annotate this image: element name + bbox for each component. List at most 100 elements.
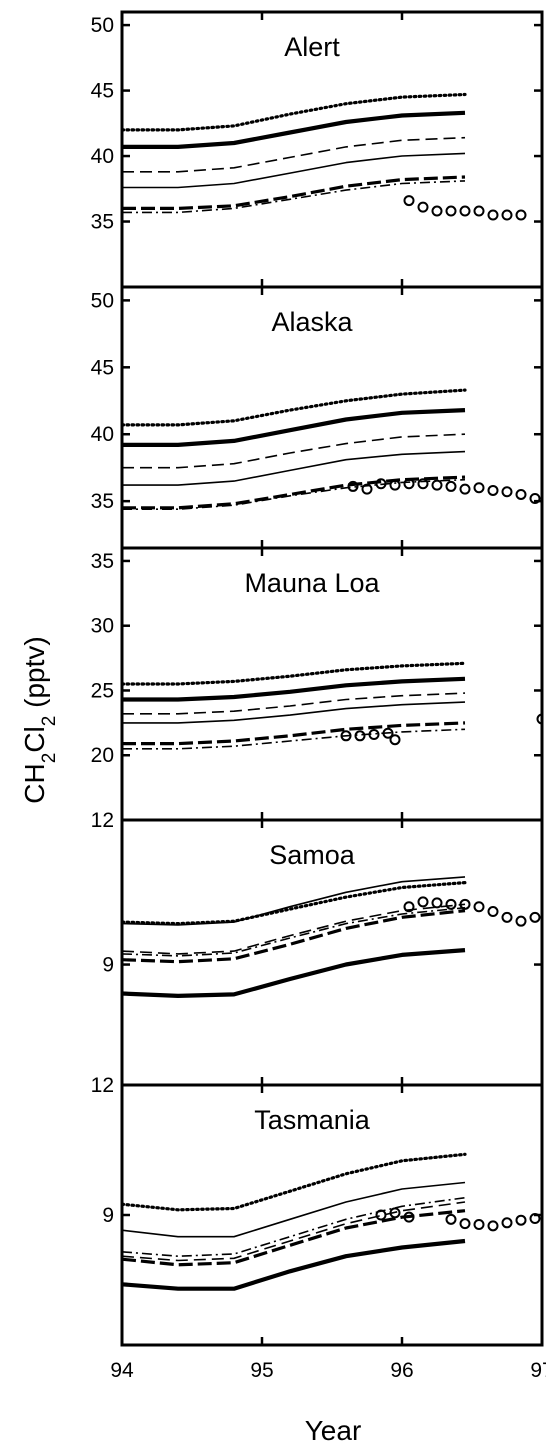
observation-point bbox=[529, 911, 541, 923]
y-tick-label: 12 bbox=[91, 809, 114, 832]
observation-point bbox=[487, 209, 499, 221]
observation-point bbox=[529, 1212, 541, 1224]
y-tick-label: 20 bbox=[91, 744, 114, 767]
series-line-dashed-bold bbox=[122, 175, 466, 210]
series-line-solid-bold bbox=[122, 676, 466, 702]
observation-point bbox=[431, 897, 443, 909]
observation-point bbox=[501, 1217, 513, 1229]
panel-alert: 35 40 45 50 Alert bbox=[91, 10, 544, 289]
observation-point bbox=[361, 483, 373, 495]
series-line-solid-bold bbox=[122, 1238, 466, 1291]
y-tick-label: 35 bbox=[91, 550, 114, 573]
series-group bbox=[122, 92, 467, 214]
panel-mauna-loa: 20 25 30 35 Mauna Loa bbox=[91, 546, 544, 822]
observation-point bbox=[487, 1220, 499, 1232]
series-line-dashed-bold bbox=[122, 1209, 466, 1267]
observation-point bbox=[445, 1213, 457, 1225]
observation-point bbox=[354, 730, 366, 742]
series-group bbox=[122, 1152, 467, 1291]
y-tick-label: 50 bbox=[91, 14, 114, 37]
observation-point bbox=[389, 734, 401, 746]
observations-group bbox=[347, 478, 541, 504]
panel-title: Alert bbox=[284, 32, 340, 62]
y-axis-title: CH2Cl2 (pptv) bbox=[19, 636, 60, 803]
observation-point bbox=[536, 713, 542, 725]
observation-point bbox=[473, 482, 485, 494]
series-line-dashdot-thin bbox=[122, 728, 466, 750]
y-tick-label: 40 bbox=[91, 145, 114, 168]
y-tick-label: 35 bbox=[91, 490, 114, 513]
observation-point bbox=[340, 730, 352, 742]
series-line-dotted-bold bbox=[122, 92, 467, 132]
observation-point bbox=[501, 209, 513, 221]
observation-point bbox=[403, 195, 415, 207]
series-group bbox=[122, 388, 467, 511]
x-tick-label: 96 bbox=[390, 1359, 413, 1382]
x-axis-title: Year bbox=[305, 1415, 362, 1446]
observation-point bbox=[347, 480, 359, 492]
y-tick-label: 25 bbox=[91, 679, 114, 702]
observation-point bbox=[529, 492, 541, 504]
observation-point bbox=[368, 729, 380, 741]
observation-point bbox=[403, 1211, 415, 1223]
series-line-dashdot-thin bbox=[122, 478, 466, 511]
observation-point bbox=[473, 901, 485, 913]
observation-point bbox=[382, 727, 394, 739]
observation-point bbox=[403, 478, 415, 490]
series-line-dashed-thin bbox=[122, 136, 466, 173]
series-line-solid-thin bbox=[122, 876, 466, 926]
series-line-dashed-thin bbox=[122, 433, 466, 469]
x-tick-label: 94 bbox=[110, 1359, 134, 1382]
series-line-dashed-thin bbox=[122, 903, 466, 955]
panel-alaska: 35 40 45 50 Alaska bbox=[91, 285, 544, 550]
series-line-dashed-bold bbox=[122, 721, 466, 746]
series-line-dashdot-thin bbox=[122, 180, 466, 214]
observation-point bbox=[459, 205, 471, 217]
y-tick-label: 12 bbox=[91, 1074, 114, 1097]
x-tick-label: 95 bbox=[250, 1359, 273, 1382]
series-line-solid-thin bbox=[122, 1181, 466, 1238]
observation-point bbox=[459, 898, 471, 910]
series-line-dotted-bold bbox=[122, 388, 467, 427]
series-line-dotted-bold bbox=[122, 661, 467, 686]
observations-group bbox=[375, 1207, 541, 1232]
series-line-dotted-bold bbox=[122, 880, 467, 926]
series-line-dashed-thin bbox=[122, 1201, 466, 1262]
observation-point bbox=[515, 915, 527, 927]
y-tick-label: 40 bbox=[91, 423, 114, 446]
observation-point bbox=[403, 901, 415, 913]
observations-group bbox=[403, 896, 541, 927]
observation-point bbox=[445, 898, 457, 910]
observation-point bbox=[515, 1214, 527, 1226]
series-line-dashdot-thin bbox=[122, 906, 466, 957]
observation-point bbox=[501, 911, 513, 923]
observation-point bbox=[417, 201, 429, 213]
observation-point bbox=[431, 479, 443, 491]
series-line-solid-thin bbox=[122, 152, 466, 189]
panel-samoa: 9 12 Samoa bbox=[91, 809, 544, 1087]
y-tick-label: 35 bbox=[91, 211, 114, 234]
panel-title: Tasmania bbox=[254, 1105, 371, 1135]
panel-title: Mauna Loa bbox=[244, 568, 380, 598]
series-line-dashed-bold bbox=[122, 909, 466, 964]
panel-title: Samoa bbox=[269, 840, 356, 870]
observation-point bbox=[389, 479, 401, 491]
observations-group bbox=[340, 713, 542, 746]
observation-point bbox=[473, 205, 485, 217]
x-axis-tick-labels: 94 95 96 97 bbox=[110, 1359, 546, 1382]
panel-tasmania: 9 12 Tasmania bbox=[91, 1074, 544, 1347]
observations-group bbox=[403, 195, 527, 221]
observation-point bbox=[375, 1209, 387, 1221]
series-line-solid-bold bbox=[122, 948, 466, 999]
observation-point bbox=[473, 1219, 485, 1231]
panel-title: Alaska bbox=[271, 307, 353, 337]
series-line-dashed-thin bbox=[122, 692, 466, 715]
series-group bbox=[122, 661, 467, 750]
series-line-dotted-bold bbox=[122, 1152, 467, 1212]
y-tick-label: 45 bbox=[91, 356, 114, 379]
observation-point bbox=[389, 1207, 401, 1219]
panels-group: 35 40 45 50 Alert 35 40 45 50 Alaska 20 25 30 35 Mauna… bbox=[91, 10, 544, 1347]
observation-point bbox=[417, 896, 429, 908]
observation-point bbox=[459, 483, 471, 495]
